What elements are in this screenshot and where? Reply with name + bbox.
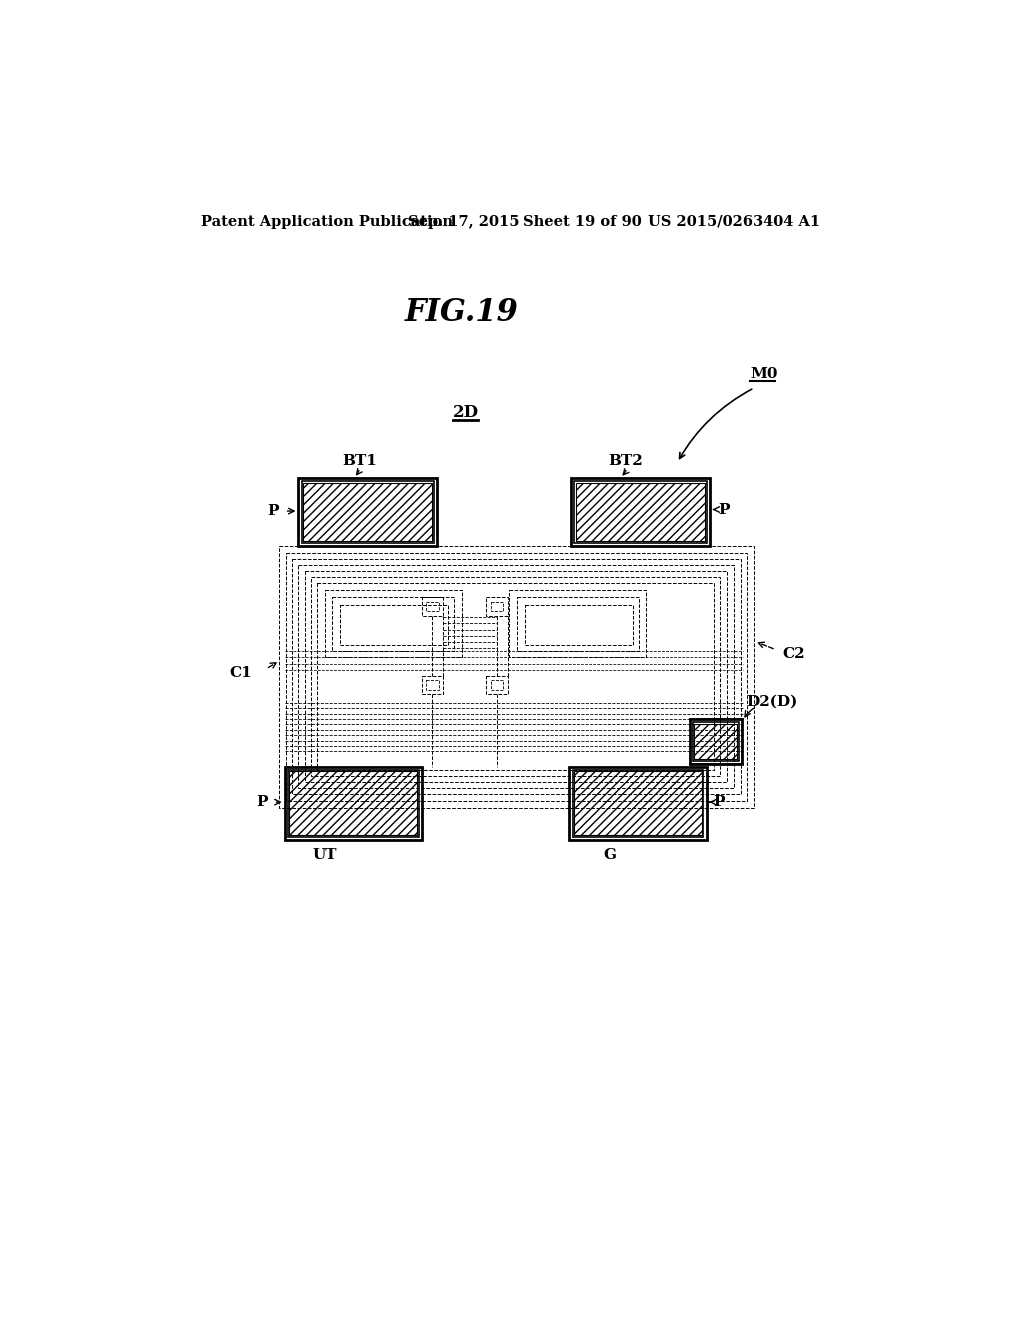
- Bar: [517, 597, 639, 651]
- Bar: [304, 572, 727, 781]
- Text: US 2015/0263404 A1: US 2015/0263404 A1: [648, 215, 820, 228]
- Bar: [280, 545, 755, 808]
- Bar: [303, 483, 432, 541]
- Bar: [289, 771, 417, 836]
- Bar: [490, 602, 503, 611]
- Bar: [286, 553, 748, 800]
- Bar: [524, 605, 633, 645]
- Bar: [298, 478, 437, 545]
- Bar: [426, 602, 438, 611]
- Text: 2D: 2D: [453, 404, 478, 421]
- Text: BT2: BT2: [608, 454, 643, 469]
- Text: P: P: [714, 795, 725, 809]
- Text: D2(D): D2(D): [746, 694, 798, 709]
- Text: P: P: [718, 503, 729, 516]
- Text: C2: C2: [782, 647, 805, 660]
- Text: UT: UT: [312, 849, 337, 862]
- Bar: [574, 480, 707, 543]
- Bar: [490, 681, 503, 689]
- Text: Patent Application Publication: Patent Application Publication: [202, 215, 454, 228]
- Bar: [298, 565, 734, 788]
- Text: Sep. 17, 2015: Sep. 17, 2015: [408, 215, 519, 228]
- Text: FIG.19: FIG.19: [404, 297, 518, 327]
- Bar: [292, 558, 741, 795]
- Bar: [509, 590, 646, 657]
- Text: Sheet 19 of 90: Sheet 19 of 90: [523, 215, 642, 228]
- Text: C1: C1: [229, 665, 252, 680]
- Bar: [694, 723, 737, 759]
- Bar: [325, 590, 462, 657]
- Bar: [486, 597, 508, 615]
- Bar: [575, 483, 705, 541]
- Bar: [285, 767, 422, 840]
- Bar: [301, 480, 434, 543]
- Bar: [422, 676, 443, 694]
- Bar: [569, 767, 707, 840]
- Bar: [572, 770, 703, 837]
- Bar: [574, 771, 701, 836]
- Bar: [310, 577, 720, 776]
- Bar: [486, 676, 508, 694]
- Text: G: G: [603, 849, 616, 862]
- Bar: [316, 583, 714, 770]
- Text: P: P: [256, 795, 267, 809]
- Bar: [333, 597, 454, 651]
- Bar: [426, 681, 438, 689]
- Bar: [288, 770, 419, 837]
- Bar: [571, 478, 710, 545]
- Text: M0: M0: [751, 367, 778, 381]
- Text: P: P: [267, 504, 279, 517]
- Text: BT1: BT1: [343, 454, 378, 469]
- Bar: [340, 605, 447, 645]
- Bar: [422, 597, 443, 615]
- Bar: [692, 722, 739, 760]
- Bar: [689, 719, 742, 763]
